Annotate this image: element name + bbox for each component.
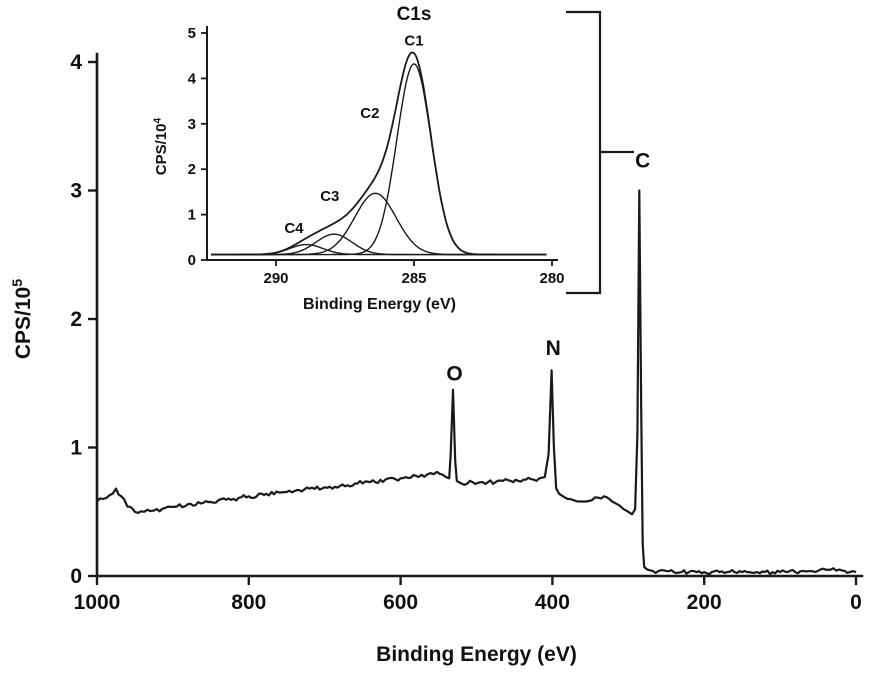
- main-y-tick-label: 1: [70, 437, 82, 460]
- bracket-connector: [566, 10, 602, 295]
- inset-y-tick-label: 4: [188, 70, 197, 87]
- inset-y-tick-label: 3: [188, 116, 196, 133]
- c1s-envelope-line: [211, 51, 547, 256]
- inset-x-tick-label: 290: [263, 270, 288, 287]
- main-y-tick-label: 2: [70, 308, 82, 331]
- peak-label-C: C: [635, 149, 650, 172]
- main-x-tick-label: 200: [687, 591, 722, 614]
- c1s-component-line-C3: [211, 233, 547, 256]
- component-label-C2: C2: [360, 105, 379, 122]
- inset-y-tick-label: 0: [188, 252, 196, 269]
- main-axes-line: [95, 52, 864, 578]
- main-x-tick-label: 0: [850, 591, 862, 614]
- component-label-C4: C4: [284, 220, 304, 237]
- main-x-tick-label: 800: [231, 591, 266, 614]
- inset-y-tick-label: 5: [188, 25, 196, 42]
- survey-spectrum-line: [96, 189, 857, 576]
- component-label-C3: C3: [320, 188, 339, 205]
- peak-label-O: O: [446, 363, 462, 386]
- inset-y-tick-label: 1: [188, 207, 196, 224]
- main-x-tick-label: 400: [535, 591, 570, 614]
- inset-y-tick-label: 2: [188, 161, 196, 178]
- main-y-axis-title: CPS/105: [10, 279, 35, 359]
- main-y-tick-label: 3: [70, 180, 82, 203]
- main-x-tick-label: 600: [383, 591, 418, 614]
- peak-label-N: N: [546, 337, 561, 360]
- inset-title: C1s: [397, 4, 432, 25]
- inset-axes-line: [206, 26, 558, 261]
- c1s-component-line-C2: [211, 192, 547, 256]
- main-x-axis-title: Binding Energy (eV): [376, 643, 577, 666]
- component-label-C1: C1: [404, 33, 423, 50]
- inset-y-axis-title: CPS/104: [152, 117, 170, 175]
- inset-x-tick-label: 285: [401, 270, 426, 287]
- inset-x-axis-title: Binding Energy (eV): [303, 296, 456, 313]
- c1s-component-line-C1: [211, 63, 547, 256]
- main-y-tick-label: 0: [70, 565, 82, 588]
- main-y-tick-label: 4: [70, 51, 82, 74]
- inset-x-tick-label: 280: [539, 270, 564, 287]
- main-x-tick-label: 1000: [74, 591, 121, 614]
